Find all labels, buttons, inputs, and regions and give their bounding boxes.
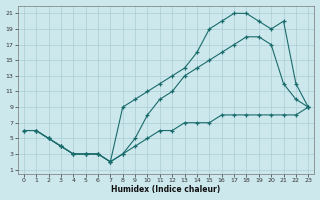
- X-axis label: Humidex (Indice chaleur): Humidex (Indice chaleur): [111, 185, 221, 194]
